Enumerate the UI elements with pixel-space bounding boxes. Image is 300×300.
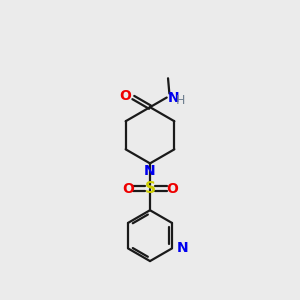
Text: O: O [166, 182, 178, 196]
Text: O: O [122, 182, 134, 196]
Text: N: N [144, 164, 156, 178]
Text: N: N [168, 91, 179, 104]
Text: N: N [177, 242, 188, 255]
Text: H: H [176, 94, 185, 107]
Text: S: S [145, 181, 155, 196]
Text: O: O [119, 89, 130, 103]
